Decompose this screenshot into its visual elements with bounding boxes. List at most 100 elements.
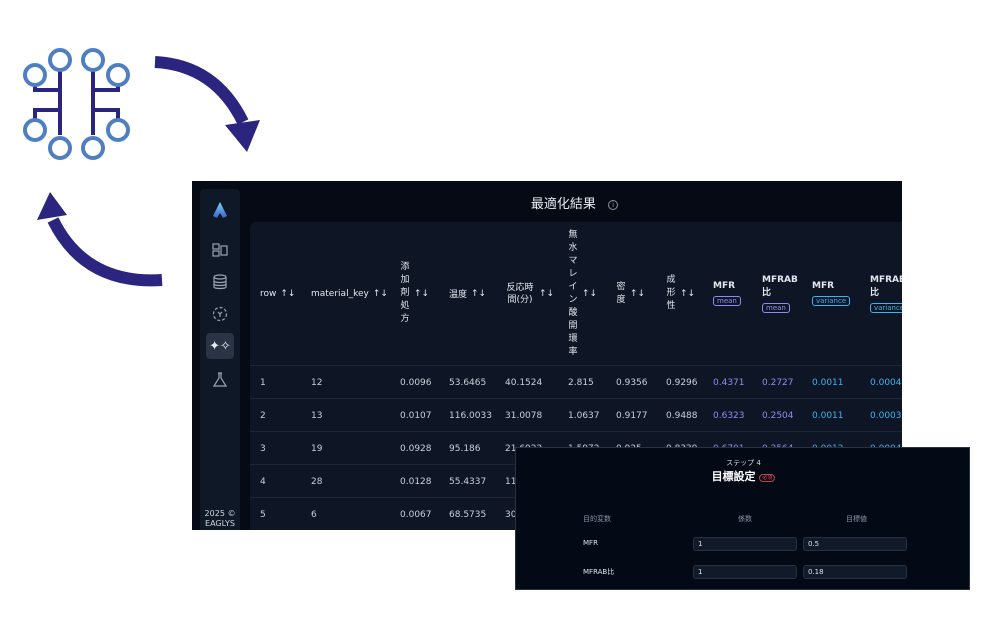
- target-input[interactable]: 0.5: [803, 537, 907, 551]
- table-cell: 0.0067: [400, 510, 432, 520]
- sort-icon[interactable]: ↑↓: [630, 288, 646, 299]
- sort-icon[interactable]: ↑↓: [280, 288, 296, 299]
- column-header[interactable]: 温度 ↑↓: [449, 222, 486, 365]
- target-icon: [212, 306, 228, 322]
- coefficient-input[interactable]: 1: [693, 537, 797, 551]
- stat-badge: variance: [812, 296, 851, 306]
- header-label: 温度: [449, 290, 468, 300]
- column-header: MFR variance: [812, 222, 854, 365]
- variable-label: MFRAB比: [583, 568, 615, 576]
- sort-icon[interactable]: ↑↓: [414, 288, 430, 299]
- table-cell: 40.1524: [505, 378, 543, 388]
- table-cell: 28: [311, 477, 323, 487]
- database-icon: [213, 274, 227, 290]
- arrow-clockwise-icon: [154, 56, 249, 125]
- variable-label: MFR: [583, 539, 598, 547]
- target-input[interactable]: 0.18: [803, 565, 907, 579]
- target-setting-panel: ステップ 4 目標設定 必須 目的変数 係数 目標値 MFR 1 0.5 MFR…: [515, 447, 970, 590]
- stat-badge: mean: [713, 296, 741, 306]
- table-cell: 1: [260, 378, 266, 388]
- table-cell: 1.0637: [568, 411, 600, 421]
- column-header[interactable]: 成形性 ↑↓: [666, 222, 695, 365]
- column-header[interactable]: 反応時間(分) ↑↓: [505, 222, 554, 365]
- table-row[interactable]: 1 12 0.0096 53.6465 40.1524 2.815 0.9356 0.9296…: [250, 365, 902, 398]
- column-coefficient: 係数: [738, 515, 752, 523]
- table-cell: 11: [505, 477, 517, 487]
- table-cell: 0.9296: [666, 378, 698, 388]
- sort-icon[interactable]: ↑↓: [582, 288, 598, 299]
- column-variable: 目的変数: [583, 515, 611, 523]
- table-cell: 19: [311, 444, 323, 454]
- table-cell: 31.0078: [505, 411, 543, 421]
- info-icon[interactable]: i: [608, 199, 619, 210]
- column-header[interactable]: 添加剤処方 ↑↓: [400, 222, 429, 365]
- required-badge: 必須: [759, 473, 776, 482]
- table-cell: 2: [260, 411, 266, 421]
- table-cell: 0.0096: [400, 378, 432, 388]
- header-label: MFRAB比: [870, 274, 902, 298]
- layout-icon: [212, 243, 228, 257]
- header-label: 成形性: [666, 275, 676, 311]
- column-header[interactable]: row ↑↓: [260, 222, 295, 365]
- table-cell: 116.0033: [449, 411, 492, 421]
- table-cell: 2.815: [568, 378, 594, 388]
- table-cell: 0.4371: [713, 378, 745, 388]
- sidebar-item-layout[interactable]: [206, 237, 234, 263]
- header-label: material_key: [311, 288, 369, 299]
- column-header: MFR mean: [713, 222, 755, 365]
- table-cell: 5: [260, 510, 266, 520]
- column-header[interactable]: material_key ↑↓: [311, 222, 388, 365]
- sort-icon[interactable]: ↑↓: [680, 288, 696, 299]
- panel-title: 目標設定 必須: [516, 468, 971, 484]
- page-title: 最適化結果 i: [192, 193, 902, 212]
- table-cell: 0.0003: [870, 411, 902, 421]
- table-cell: 0.9356: [616, 378, 648, 388]
- sidebar-item-optimize[interactable]: ✦✧: [206, 333, 234, 359]
- flask-icon: [212, 372, 228, 387]
- sort-icon[interactable]: ↑↓: [471, 288, 487, 299]
- header-label: 反応時間(分): [506, 282, 534, 305]
- table-cell: 6: [311, 510, 317, 520]
- header-label: 無水マレイン酸開環率: [568, 229, 578, 357]
- sidebar-item-experiment[interactable]: [206, 367, 234, 393]
- copyright: 2025 © EAGLYS: [204, 509, 236, 528]
- ai-brain-cycle-graphic: [23, 48, 260, 287]
- table-cell: 0.0107: [400, 411, 432, 421]
- table-cell: 0.2727: [762, 378, 794, 388]
- header-label: row: [260, 288, 277, 299]
- table-row[interactable]: 2 13 0.0107 116.0033 31.0078 1.0637 0.9177 0.94…: [250, 398, 902, 431]
- header-label: 密度: [616, 281, 626, 305]
- circuit-brain-icon: [33, 60, 120, 135]
- eaglys-logo[interactable]: [206, 197, 234, 223]
- table-cell: 53.6465: [449, 378, 487, 388]
- header-label: MFRAB比: [762, 274, 798, 298]
- table-cell: 30: [505, 510, 517, 520]
- column-target: 目標値: [846, 515, 867, 523]
- table-cell: 0.0004: [870, 378, 902, 388]
- sidebar-item-target[interactable]: [206, 301, 234, 327]
- table-cell: 68.5735: [449, 510, 487, 520]
- sidebar-item-database[interactable]: [206, 269, 234, 295]
- header-label: MFR: [812, 281, 835, 291]
- column-header[interactable]: 密度 ↑↓: [616, 222, 645, 365]
- table-cell: 0.6323: [713, 411, 745, 421]
- table-cell: 3: [260, 444, 266, 454]
- table-cell: 55.4337: [449, 477, 487, 487]
- step-label: ステップ 4: [726, 459, 761, 467]
- table-cell: 0.0011: [812, 378, 844, 388]
- sort-icon[interactable]: ↑↓: [372, 288, 388, 299]
- table-cell: 0.9177: [616, 411, 648, 421]
- table-cell: 0.2504: [762, 411, 794, 421]
- table-cell: 13: [311, 411, 323, 421]
- table-cell: 12: [311, 378, 323, 388]
- stat-badge: variance: [870, 302, 902, 313]
- column-header: MFRAB比 variance: [870, 222, 902, 365]
- header-label: MFR: [713, 281, 736, 291]
- stat-badge: mean: [762, 302, 790, 313]
- table-cell: 4: [260, 477, 266, 487]
- column-header: MFRAB比 mean: [762, 222, 804, 365]
- column-header[interactable]: 無水マレイン酸開環率 ↑↓: [568, 222, 597, 365]
- sort-icon[interactable]: ↑↓: [539, 288, 555, 299]
- coefficient-input[interactable]: 1: [693, 565, 797, 579]
- table-cell: 95.186: [449, 444, 481, 454]
